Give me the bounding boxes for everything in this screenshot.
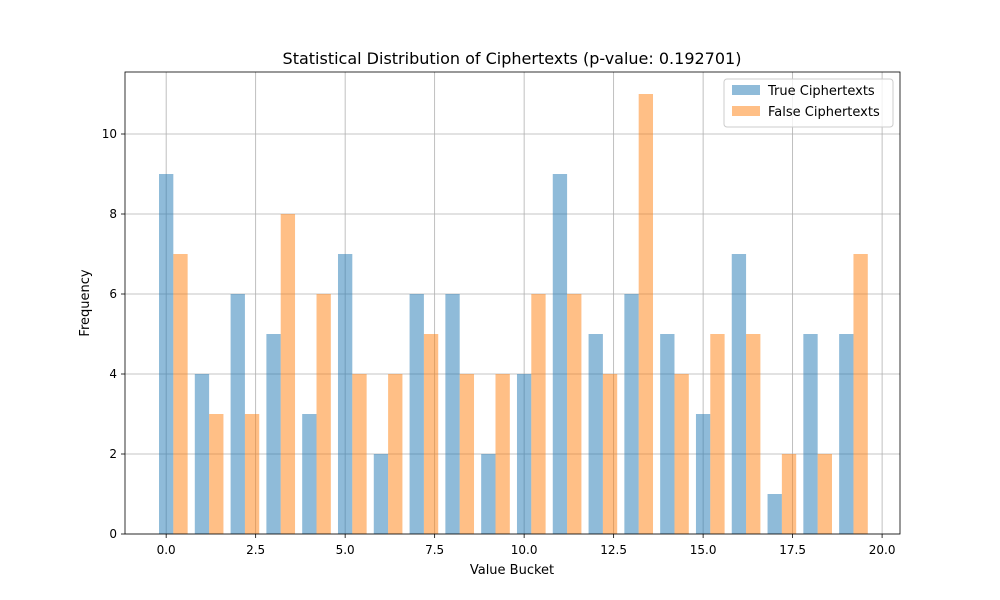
bar-false-ciphertexts (423, 334, 439, 534)
y-axis-label: Frequency (78, 269, 93, 336)
bar-false-ciphertexts (817, 454, 832, 534)
bar-true-ciphertexts (266, 334, 281, 534)
x-axis-label: Value Bucket (470, 563, 554, 578)
bar-false-ciphertexts (495, 374, 510, 534)
x-tick-label: 5.0 (336, 543, 355, 557)
bar-false-ciphertexts (352, 374, 367, 534)
bar-false-ciphertexts (531, 294, 546, 534)
y-tick-label: 10 (102, 127, 117, 141)
x-tick-label: 20.0 (869, 543, 896, 557)
plot-frame (124, 71, 901, 535)
axes-frame (124, 71, 901, 535)
bar-true-ciphertexts (445, 294, 460, 534)
x-axis-ticks: 0.0 2.5 5.0 7.5 10.0 12.5 15.0 17.5 20.0 (157, 534, 896, 557)
bars (159, 94, 868, 534)
bar-true-ciphertexts (230, 294, 245, 534)
y-tick-label: 6 (109, 287, 117, 301)
legend-label: False Ciphertexts (768, 105, 880, 120)
bar-true-ciphertexts (767, 494, 782, 534)
bar-false-ciphertexts (209, 414, 224, 534)
x-tick-label: 12.5 (600, 543, 627, 557)
bar-false-ciphertexts (244, 414, 260, 534)
y-tick-label: 2 (109, 447, 117, 461)
y-tick-label: 4 (109, 367, 117, 381)
bar-false-ciphertexts (602, 374, 618, 534)
bar-true-ciphertexts (409, 294, 424, 534)
bar-false-ciphertexts (173, 254, 188, 534)
bar-true-ciphertexts (302, 414, 317, 534)
bar-false-ciphertexts (567, 294, 582, 534)
bar-true-ciphertexts (373, 454, 389, 534)
x-tick-label: 7.5 (425, 543, 444, 557)
x-tick-label: 0.0 (157, 543, 176, 557)
bar-true-ciphertexts (337, 254, 353, 534)
bar-false-ciphertexts (674, 374, 689, 534)
bar-false-ciphertexts (746, 334, 761, 534)
bar-false-ciphertexts (388, 374, 403, 534)
bar-false-ciphertexts (280, 214, 296, 534)
bar-true-ciphertexts (839, 334, 854, 534)
bar-true-ciphertexts (695, 414, 711, 534)
bar-false-ciphertexts (638, 94, 654, 534)
legend: True Ciphertexts False Ciphertexts (723, 78, 894, 128)
bar-true-ciphertexts (552, 174, 568, 534)
legend-swatch (732, 85, 760, 95)
x-tick-label: 17.5 (779, 543, 806, 557)
y-tick-label: 0 (109, 527, 117, 541)
bar-false-ciphertexts (781, 454, 797, 534)
legend-box (723, 78, 894, 128)
bar-false-ciphertexts (459, 374, 475, 534)
bar-true-ciphertexts (731, 254, 747, 534)
bar-false-ciphertexts (853, 254, 868, 534)
chart-title: Statistical Distribution of Ciphertexts … (283, 49, 742, 68)
y-axis-ticks: 0 2 4 6 8 10 (102, 127, 125, 541)
bar-true-ciphertexts (516, 374, 532, 534)
x-tick-label: 15.0 (690, 543, 717, 557)
y-tick-label: 8 (109, 207, 117, 221)
bar-true-ciphertexts (660, 334, 675, 534)
bar-true-ciphertexts (194, 374, 210, 534)
bar-false-ciphertexts (316, 294, 331, 534)
x-tick-label: 2.5 (246, 543, 265, 557)
x-tick-label: 10.0 (511, 543, 538, 557)
bar-true-ciphertexts (588, 334, 603, 534)
bar-true-ciphertexts (624, 294, 639, 534)
bar-true-ciphertexts (159, 174, 174, 534)
bar-true-ciphertexts (803, 334, 818, 534)
legend-label: True Ciphertexts (767, 84, 875, 99)
bar-true-ciphertexts (481, 454, 496, 534)
legend-swatch (732, 106, 760, 116)
bar-false-ciphertexts (710, 334, 725, 534)
